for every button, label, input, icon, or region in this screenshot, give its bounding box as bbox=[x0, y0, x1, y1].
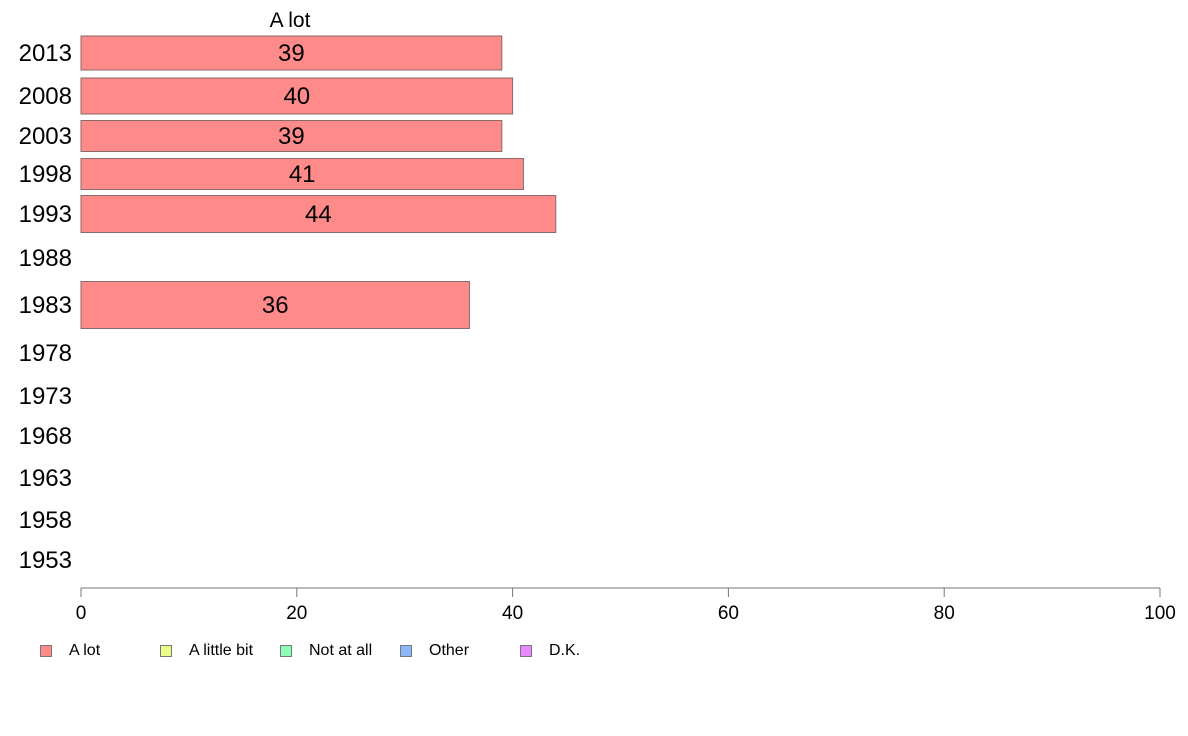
data-label: 39 bbox=[278, 123, 305, 150]
x-axis: 0 20 40 60 80 100 bbox=[76, 587, 1176, 624]
category-label: 1993 bbox=[19, 201, 72, 228]
category-label: 1958 bbox=[19, 507, 72, 534]
legend-swatch bbox=[280, 645, 292, 657]
bars bbox=[80, 35, 557, 329]
bar bbox=[80, 35, 503, 71]
x-tick-label: 60 bbox=[718, 603, 739, 624]
category-label: 1998 bbox=[19, 161, 72, 188]
x-tick-label: 100 bbox=[1144, 603, 1176, 624]
category-label: 2003 bbox=[19, 123, 72, 150]
data-label: 40 bbox=[283, 83, 310, 110]
bar bbox=[80, 77, 514, 115]
data-label: 36 bbox=[262, 292, 289, 319]
data-label: 44 bbox=[305, 201, 332, 228]
legend-swatch bbox=[520, 645, 532, 657]
category-label: 2008 bbox=[19, 83, 72, 110]
category-label: 1988 bbox=[19, 245, 72, 272]
legend-swatch bbox=[40, 645, 52, 657]
legend-label: Not at all bbox=[309, 642, 373, 659]
category-label: 1973 bbox=[19, 383, 72, 410]
bar bbox=[80, 281, 470, 329]
category-label: 1983 bbox=[19, 292, 72, 319]
data-label: 39 bbox=[278, 40, 305, 67]
category-label: 1963 bbox=[19, 465, 72, 492]
bar-chart: A lot 2013 2008 2003 1998 1993 1988 1983 1978 19… bbox=[19, 9, 1176, 624]
category-label: 2013 bbox=[19, 40, 72, 67]
legend-swatch bbox=[160, 645, 172, 657]
x-tick-label: 0 bbox=[76, 603, 87, 624]
category-labels: 2013 2008 2003 1998 1993 1988 1983 1978 1973 1968… bbox=[19, 40, 72, 574]
legend-swatch bbox=[400, 645, 412, 657]
legend-item: A lot bbox=[40, 642, 100, 660]
bar bbox=[80, 195, 557, 233]
x-tick-label: 80 bbox=[934, 603, 955, 624]
x-tick-label: 20 bbox=[286, 603, 307, 624]
data-label: 41 bbox=[289, 161, 316, 188]
legend-item: A little bit bbox=[160, 642, 253, 660]
legend-item: Not at all bbox=[280, 642, 372, 660]
series-header: A lot bbox=[270, 9, 311, 32]
legend-item: Other bbox=[400, 642, 469, 660]
x-tick-label: 40 bbox=[502, 603, 523, 624]
bar bbox=[80, 120, 503, 152]
category-label: 1978 bbox=[19, 340, 72, 367]
legend-label: D.K. bbox=[549, 642, 581, 659]
legend-label: A lot bbox=[69, 642, 101, 659]
legend-item: D.K. bbox=[520, 642, 580, 660]
value-labels: 39 40 39 41 44 36 bbox=[262, 40, 332, 319]
legend-label: Other bbox=[429, 642, 470, 659]
category-label: 1953 bbox=[19, 547, 72, 574]
legend-label: A little bit bbox=[189, 642, 254, 659]
bar bbox=[80, 158, 524, 190]
category-label: 1968 bbox=[19, 423, 72, 450]
